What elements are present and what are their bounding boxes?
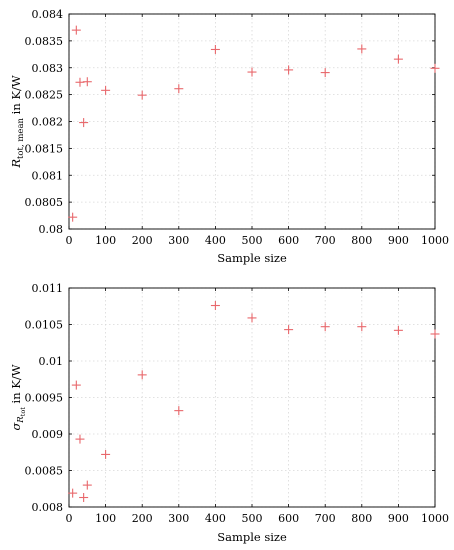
y-tick-label: 0.0085 <box>25 465 64 478</box>
x-tick-label: 700 <box>315 234 336 247</box>
data-point <box>82 77 92 87</box>
y-axis-label: σRtot in K/W <box>9 364 27 430</box>
data-point <box>357 44 367 54</box>
y-tick-label: 0.0825 <box>25 89 64 102</box>
data-point <box>393 54 403 64</box>
data-point <box>320 68 330 78</box>
data-point <box>210 301 220 311</box>
x-tick-label: 900 <box>388 512 409 525</box>
tick-marks <box>68 13 436 230</box>
data-points <box>68 25 440 222</box>
x-tick-label: 400 <box>205 512 226 525</box>
y-axis-label-subscript: R <box>16 416 26 424</box>
data-point <box>137 370 147 380</box>
data-points <box>68 301 440 503</box>
y-tick-label: 0.0805 <box>25 196 64 209</box>
data-point <box>79 118 89 128</box>
y-axis-label-symbol: R <box>9 159 23 169</box>
x-tick-label: 1000 <box>421 512 449 525</box>
y-tick-label: 0.082 <box>32 116 64 129</box>
y-tick-label: 0.0815 <box>25 142 64 155</box>
y-tick-label: 0.08 <box>39 223 64 236</box>
y-tick-label: 0.011 <box>32 282 64 295</box>
tick-marks <box>68 287 436 508</box>
data-point <box>71 25 81 35</box>
data-point <box>174 84 184 94</box>
x-tick-label: 600 <box>278 234 299 247</box>
data-point <box>101 449 111 459</box>
x-tick-label: 100 <box>95 512 116 525</box>
chart-panel-std-resistance: 0 100 200 300 400 500 600 700 800 900 1000 0.0080.… <box>9 282 449 544</box>
x-tick-label: 1000 <box>421 234 449 247</box>
x-tick-labels: 0 100 200 300 400 500 600 700 800 900 1000 <box>66 234 450 247</box>
x-tick-label: 500 <box>242 234 263 247</box>
x-tick-label: 0 <box>66 234 73 247</box>
data-point <box>137 90 147 100</box>
y-axis-label-unit: in K/W <box>9 75 23 118</box>
data-point <box>430 63 440 73</box>
x-tick-label: 900 <box>388 234 409 247</box>
data-point <box>101 85 111 95</box>
y-tick-label: 0.01 <box>39 355 64 368</box>
x-tick-label: 800 <box>351 512 372 525</box>
data-point <box>247 313 257 323</box>
data-point <box>82 480 92 490</box>
y-axis-label-unit: in K/W <box>9 364 23 407</box>
y-axis-label-subsubscript: tot <box>19 407 27 417</box>
y-tick-labels: 0.08 0.0805 0.081 0.0815 0.082 0.0825 0.083 0.0… <box>25 8 64 236</box>
data-point <box>284 325 294 335</box>
y-tick-label: 0.083 <box>32 62 64 75</box>
y-tick-label: 0.081 <box>32 169 64 182</box>
data-point <box>68 212 78 222</box>
x-tick-label: 300 <box>168 234 189 247</box>
x-tick-label: 0 <box>66 512 73 525</box>
data-point <box>393 325 403 335</box>
data-point <box>357 322 367 332</box>
y-tick-labels: 0.008 0.0085 0.009 0.0095 0.01 0.0105 0.011 <box>25 282 64 514</box>
y-tick-label: 0.084 <box>32 8 64 21</box>
data-point <box>247 67 257 77</box>
data-point <box>320 322 330 332</box>
x-tick-label: 300 <box>168 512 189 525</box>
data-point <box>284 65 294 75</box>
data-point <box>79 493 89 503</box>
x-tick-label: 800 <box>351 234 372 247</box>
x-tick-label: 600 <box>278 512 299 525</box>
x-tick-label: 100 <box>95 234 116 247</box>
y-tick-label: 0.0835 <box>25 35 64 48</box>
y-axis-label-symbol: σ <box>9 422 23 431</box>
data-point <box>71 380 81 390</box>
x-tick-label: 200 <box>132 512 153 525</box>
y-axis-label-subscript: tot, mean <box>16 117 26 159</box>
data-point <box>210 44 220 54</box>
chart-panel-mean-resistance: 0 100 200 300 400 500 600 700 800 900 1000 0.080.0… <box>9 8 449 265</box>
x-tick-label: 700 <box>315 512 336 525</box>
data-point <box>174 406 184 416</box>
gridlines <box>68 13 436 230</box>
x-tick-labels: 0 100 200 300 400 500 600 700 800 900 1000 <box>66 512 450 525</box>
data-point <box>430 329 440 339</box>
x-axis-label: Sample size <box>217 251 287 265</box>
x-tick-label: 500 <box>242 512 263 525</box>
x-axis-label: Sample size <box>217 530 287 544</box>
x-tick-label: 400 <box>205 234 226 247</box>
y-tick-label: 0.0105 <box>25 319 64 332</box>
data-point <box>75 434 85 444</box>
y-tick-label: 0.009 <box>32 428 64 441</box>
y-axis-label: Rtot, mean in K/W <box>9 75 26 169</box>
data-point <box>68 488 78 498</box>
y-tick-label: 0.008 <box>32 501 64 514</box>
y-tick-label: 0.0095 <box>25 392 64 405</box>
x-tick-label: 200 <box>132 234 153 247</box>
